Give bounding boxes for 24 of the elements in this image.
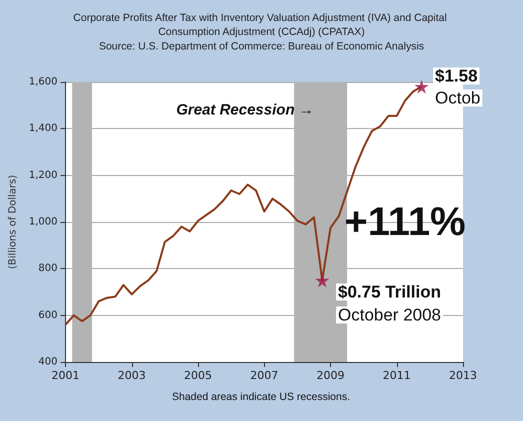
x-tick-label: 2001 [52, 369, 80, 382]
y-tick-label: 1,200 [28, 170, 58, 181]
y-tick-label: 1,000 [28, 216, 58, 228]
annotation: $1.58 [435, 66, 478, 86]
x-tick-label: 2007 [250, 369, 278, 382]
y-tick-label: 400 [38, 356, 58, 368]
chart-title: Corporate Profits After Tax with Inventory Valuation Adjustment (IVA) and Capital Consumption Adjustment (CCAdj) (CPATAX) [73, 12, 450, 38]
y-tick-label: 600 [38, 310, 58, 321]
x-tick-label: 2009 [316, 369, 345, 382]
x-tick-label: 2011 [382, 369, 411, 382]
annotation: $0.75 Trillion [338, 282, 441, 302]
y-tick-label: 800 [38, 263, 58, 274]
x-tick-label: 2013 [449, 369, 477, 382]
y-tick-label: 1,400 [28, 123, 58, 134]
y-axis-title: (Billions of Dollars) [8, 174, 18, 270]
annotation: October 2008 [338, 306, 442, 324]
y-tick-label: 1,600 [28, 76, 58, 88]
text: Shaded areas indicate US recessions. [172, 391, 350, 403]
x-tick-label: 2003 [118, 369, 146, 382]
chart-subtitle: Source: U.S. Department of Commerce: Bureau of Economic Analysis [98, 40, 424, 52]
x-tick-label: 2005 [184, 369, 212, 382]
annotation: Octob [435, 88, 480, 108]
annotation: Great Recession → [176, 102, 314, 118]
annotation: +111% [344, 200, 466, 244]
